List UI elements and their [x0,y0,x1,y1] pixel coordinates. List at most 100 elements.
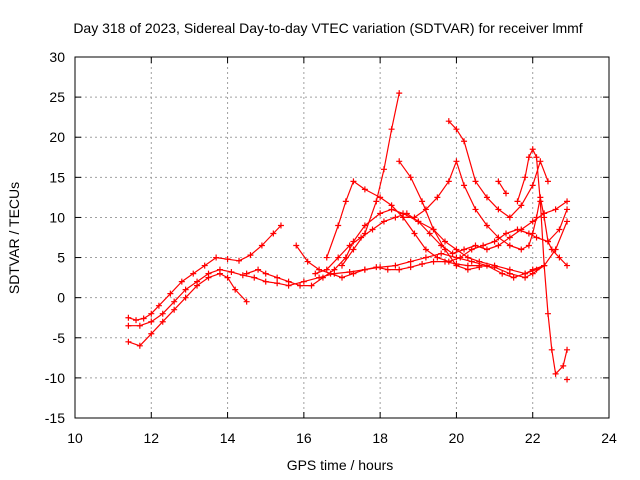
y-tick-label: 25 [49,89,65,105]
data-point-marker [506,270,513,277]
data-point-marker [411,230,418,237]
data-point-marker [224,274,231,281]
data-point-marker [445,118,452,125]
data-point-marker [529,230,536,237]
grid-lines [75,57,609,418]
data-point-marker [483,246,490,253]
data-point-marker [430,258,437,265]
data-point-marker [339,274,345,281]
plot-frame [74,56,610,419]
y-tick-label: 15 [49,169,65,185]
data-point-marker [251,274,258,281]
data-point-marker [323,254,330,261]
data-point-marker [426,230,433,237]
data-point-marker [136,342,143,349]
series-track-h [339,90,403,269]
data-point-marker [533,234,540,241]
data-point-marker [556,254,563,261]
data-point-marker [136,322,143,329]
data-point-marker [133,317,140,324]
data-point-marker [125,322,132,329]
x-tick-labels: 10 12 14 16 18 20 22 24 [67,430,617,446]
data-point-marker [262,270,269,277]
data-point-marker [411,214,418,221]
data-point-marker [323,266,330,273]
data-point-marker [361,266,368,273]
data-point-marker [243,270,250,277]
data-point-marker [148,318,155,325]
data-point-marker [369,226,376,233]
data-point-marker [464,266,471,273]
data-point-marker [293,242,300,249]
data-point-marker [453,126,460,133]
data-point-marker [239,272,246,279]
data-point-marker [430,226,437,233]
y-tick-labels: -15 -10 -5 0 5 10 15 20 25 30 [45,49,65,426]
series-track-a [125,222,284,324]
data-point-marker [216,270,223,277]
data-point-marker [445,258,452,265]
x-tick-label: 16 [296,430,312,446]
data-point-marker [396,266,403,273]
data-point-marker [529,146,536,153]
data-point-marker [468,258,475,265]
data-point-marker [564,206,571,213]
series-line [341,92,400,267]
data-point-marker [533,154,540,161]
data-point-marker [525,154,532,161]
data-point-marker [277,222,284,229]
data-point-marker [346,268,353,275]
data-point-marker [449,250,456,257]
series-line [295,220,568,279]
data-point-marker [422,254,429,261]
series-line [127,273,248,347]
axis-ticks [74,56,610,419]
series-track-l [495,178,510,197]
data-point-marker [380,166,387,173]
data-point-marker [529,182,536,189]
data-point-marker [373,264,380,271]
data-point-marker [522,274,529,281]
data-point-marker [564,218,571,225]
data-point-marker [213,254,220,261]
data-point-marker [228,268,235,275]
series-line [246,208,545,287]
data-point-marker [335,254,342,261]
data-point-marker [564,346,571,353]
data-point-marker [499,270,506,277]
data-point-marker [510,274,517,281]
x-axis-label: GPS time / hours [287,457,394,473]
data-point-marker [518,246,525,253]
data-point-marker [518,202,525,209]
data-point-marker [159,310,166,317]
data-point-marker [476,264,483,271]
data-point-marker [388,202,395,209]
data-point-marker [468,246,475,253]
data-point-marker [529,270,536,277]
data-point-marker [400,214,407,221]
x-tick-label: 14 [220,430,236,446]
data-point-marker [243,298,250,305]
data-point-marker [457,254,464,261]
data-point-marker [159,318,166,325]
data-point-marker [205,274,212,281]
y-tick-label: 30 [49,49,65,65]
series-track-c [125,270,250,349]
data-point-marker [182,286,189,293]
data-point-marker [503,230,510,237]
data-point-marker [255,266,262,273]
data-point-marker [125,314,132,321]
data-point-marker [262,278,269,285]
series-line [127,224,282,321]
data-point-marker [564,262,571,269]
data-point-marker [350,246,357,253]
data-point-marker [495,234,502,241]
data-point-marker [392,262,399,269]
data-point-marker [491,238,498,245]
data-point-marker [167,290,174,297]
data-point-marker [464,254,471,261]
data-point-marker [403,210,410,217]
series-track-f [312,198,571,277]
data-point-marker [201,262,208,269]
